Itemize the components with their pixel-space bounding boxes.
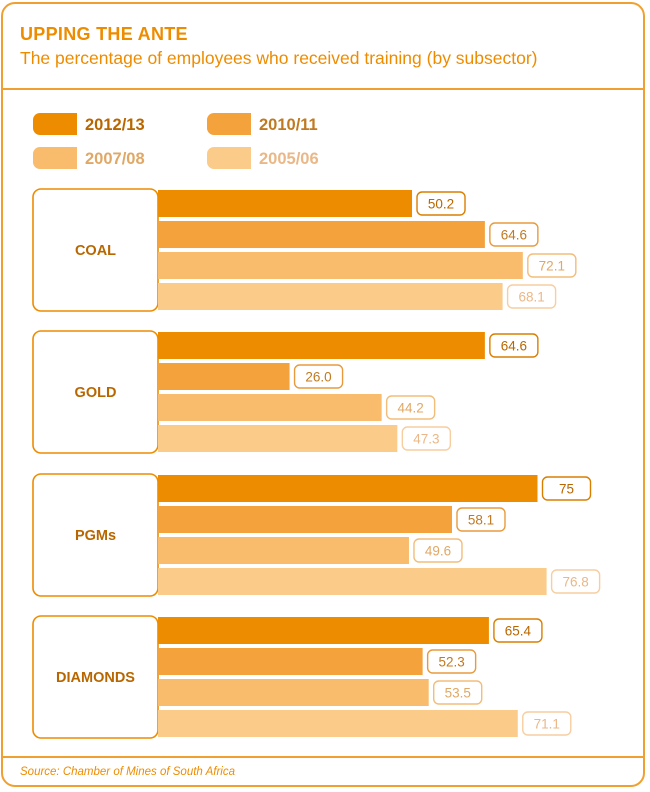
value-label-box [550,569,601,594]
value-label-box [385,395,436,420]
legend-label: 2005/06 [259,150,319,168]
bar-gold-2005-06 [158,425,398,452]
category-label: COAL [75,243,116,259]
value-label-box [522,711,572,736]
legend-label: 2007/08 [85,150,145,168]
bar-diamonds-2012-13 [158,617,489,644]
bar-diamonds-2005-06 [158,710,518,737]
value-label: 58.1 [468,513,494,528]
value-label-box [541,476,592,501]
value-label: 44.2 [398,401,424,416]
bar-gold-2012-13 [158,332,485,359]
source-note: Source: Chamber of Mines of South Africa [20,766,235,778]
value-label: 64.6 [501,228,527,243]
value-label: 50.2 [428,197,454,212]
legend-swatch [207,113,251,135]
bar-pgms-2012-13 [158,475,538,502]
value-label: 65.4 [505,624,532,639]
value-label: 26.0 [305,370,331,385]
legend-swatch [207,147,251,169]
value-label-box [426,649,477,674]
value-label: 52.3 [438,655,464,670]
value-label: 68.1 [518,290,544,305]
value-label: 71.1 [534,717,560,732]
bar-gold-2007-08 [158,394,382,421]
value-label: 53.5 [445,686,471,701]
category-box-pgms [32,473,159,597]
header-divider [3,88,643,90]
bar-coal-2010-11 [158,221,485,248]
value-label: 75 [559,482,574,497]
bar-pgms-2010-11 [158,506,452,533]
category-label: GOLD [75,385,117,401]
value-label-box [489,222,539,247]
value-label-box [456,507,506,532]
value-label-box [433,680,483,705]
legend-swatch [33,147,77,169]
value-label: 49.6 [425,544,451,559]
value-label-box [293,364,344,389]
bar-pgms-2005-06 [158,568,547,595]
footer-divider [3,756,643,758]
value-label-box [416,191,466,216]
bar-coal-2005-06 [158,283,503,310]
category-label: PGMs [75,528,116,544]
bar-gold-2010-11 [158,363,290,390]
bar-diamonds-2007-08 [158,679,429,706]
value-label: 47.3 [413,432,439,447]
value-label-box [493,618,543,643]
bar-coal-2007-08 [158,252,523,279]
category-label: DIAMONDS [56,670,135,686]
category-box-diamonds [32,615,159,739]
value-label-box [413,538,463,563]
chart-subtitle: The percentage of employees who received… [20,48,538,68]
value-label-box [506,284,557,309]
value-label-box [489,333,539,358]
value-label: 72.1 [539,259,565,274]
legend-label: 2012/13 [85,116,145,134]
value-label: 76.8 [562,575,588,590]
bar-coal-2012-13 [158,190,413,217]
bar-pgms-2007-08 [158,537,409,564]
category-box-gold [32,330,159,454]
legend-swatch [33,113,77,135]
value-label-box [401,426,452,451]
category-box-coal [32,188,159,312]
legend-label: 2010/11 [259,116,318,134]
value-label: 64.6 [501,339,527,354]
bar-diamonds-2010-11 [158,648,423,675]
value-label-box [527,253,577,278]
chart-title: UPPING THE ANTE [20,24,188,44]
